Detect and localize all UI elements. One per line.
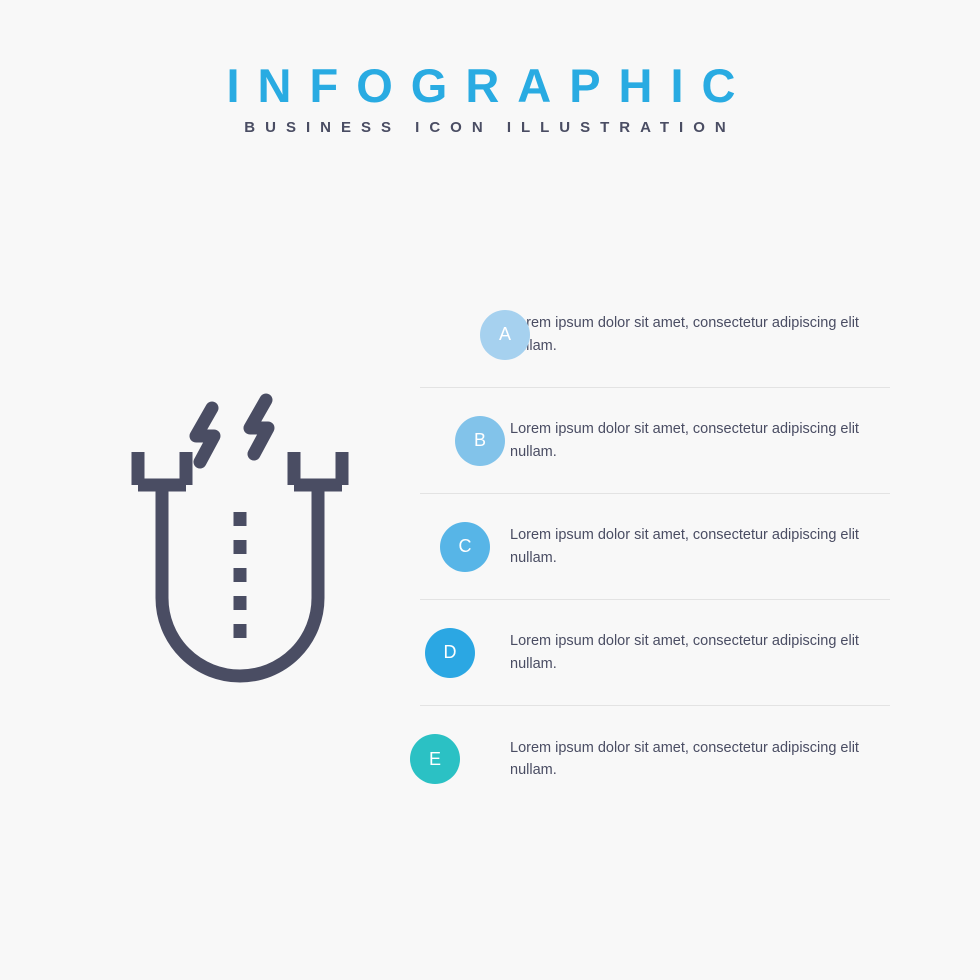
page-title: INFOGRAPHIC [0, 62, 980, 109]
header: INFOGRAPHIC BUSINESS ICON ILLUSTRATION [0, 0, 980, 136]
step-badge-a: A [480, 310, 530, 360]
content: ALorem ipsum dolor sit amet, consectetur… [0, 282, 980, 842]
step-badge-e: E [410, 734, 460, 784]
step-badge-c: C [440, 522, 490, 572]
magnet-icon [100, 390, 380, 710]
step-d: D Lorem ipsum dolor sit amet, consectetur… [420, 600, 890, 706]
step-c: C Lorem ipsum dolor sit amet, consectetur… [420, 494, 890, 600]
step-text-c: Lorem ipsum dolor sit amet, consectetur … [510, 524, 870, 569]
step-text-d: Lorem ipsum dolor sit amet, consectetur … [510, 630, 870, 675]
step-b: BLorem ipsum dolor sit amet, consectetur… [420, 388, 890, 494]
step-badge-d: D [425, 628, 475, 678]
step-text-b: Lorem ipsum dolor sit amet, consectetur … [510, 418, 870, 463]
step-a: ALorem ipsum dolor sit amet, consectetur… [420, 282, 890, 388]
step-text-a: Lorem ipsum dolor sit amet, consectetur … [510, 312, 870, 357]
steps-list: ALorem ipsum dolor sit amet, consectetur… [420, 282, 890, 812]
step-text-e: Lorem ipsum dolor sit amet, consectetur … [510, 737, 870, 782]
step-badge-b: B [455, 416, 505, 466]
page-subtitle: BUSINESS ICON ILLUSTRATION [0, 119, 980, 136]
step-e: ELorem ipsum dolor sit amet, consectetur… [420, 706, 890, 812]
